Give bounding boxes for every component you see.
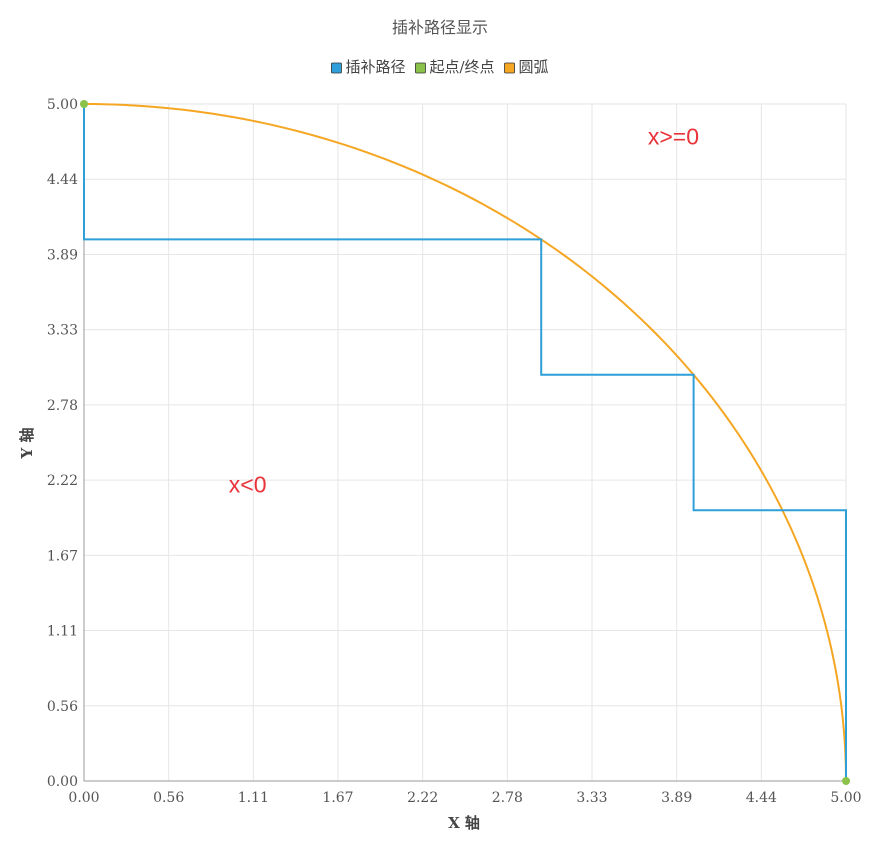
chart-title: 插补路径显示 [392,18,488,37]
x-tick-label: 1.67 [322,790,353,806]
x-tick-label: 0.00 [68,790,99,806]
x-tick-label: 3.89 [661,790,692,806]
legend-label: 插补路径 [345,58,405,76]
legend-swatch [504,62,515,74]
legend: 插补路径 起点/终点 圆弧 [331,58,549,76]
y-tick-label: 0.00 [47,774,78,790]
y-tick-label: 4.44 [47,172,78,188]
legend-item[interactable]: 插补路径 [331,58,405,76]
region-annotation: x>=0 [648,124,699,150]
x-tick-label: 2.78 [492,790,523,806]
x-tick-label: 3.33 [576,790,607,806]
y-tick-label: 1.11 [47,624,78,640]
y-tick-label: 3.33 [47,323,78,339]
series-layer [80,100,850,785]
legend-label: 圆弧 [519,58,549,76]
annotations: x>=0 x<0 [229,124,699,498]
axes: 0.00 0.56 1.11 1.67 2.22 2.78 3.33 3.89 4.44 5.00… [47,97,862,806]
start-end-point[interactable] [842,777,850,785]
start-end-point[interactable] [80,100,88,108]
x-tick-label: 2.22 [407,790,438,806]
y-tick-label: 1.67 [47,548,78,564]
x-axis-label: X 轴 [448,814,480,832]
legend-label: 起点/终点 [429,58,494,76]
x-tick-label: 5.00 [830,790,861,806]
region-annotation: x<0 [229,472,267,498]
arc-series-line [83,103,847,782]
y-tick-label: 2.22 [47,473,78,489]
grid [83,103,847,782]
y-tick-label: 3.89 [47,247,78,263]
interpolation-path-line [83,104,847,781]
y-tick-label: 2.78 [47,398,78,414]
y-tick-label: 0.56 [47,699,78,715]
x-tick-label: 1.11 [238,790,269,806]
y-tick-label: 5.00 [47,97,78,113]
legend-swatch [331,62,342,74]
x-tick-label: 0.56 [153,790,184,806]
legend-item[interactable]: 圆弧 [504,58,549,76]
x-tick-label: 4.44 [746,790,777,806]
legend-swatch [415,62,426,74]
y-axis-label: Y 轴 [18,428,36,460]
legend-item[interactable]: 起点/终点 [415,58,495,76]
